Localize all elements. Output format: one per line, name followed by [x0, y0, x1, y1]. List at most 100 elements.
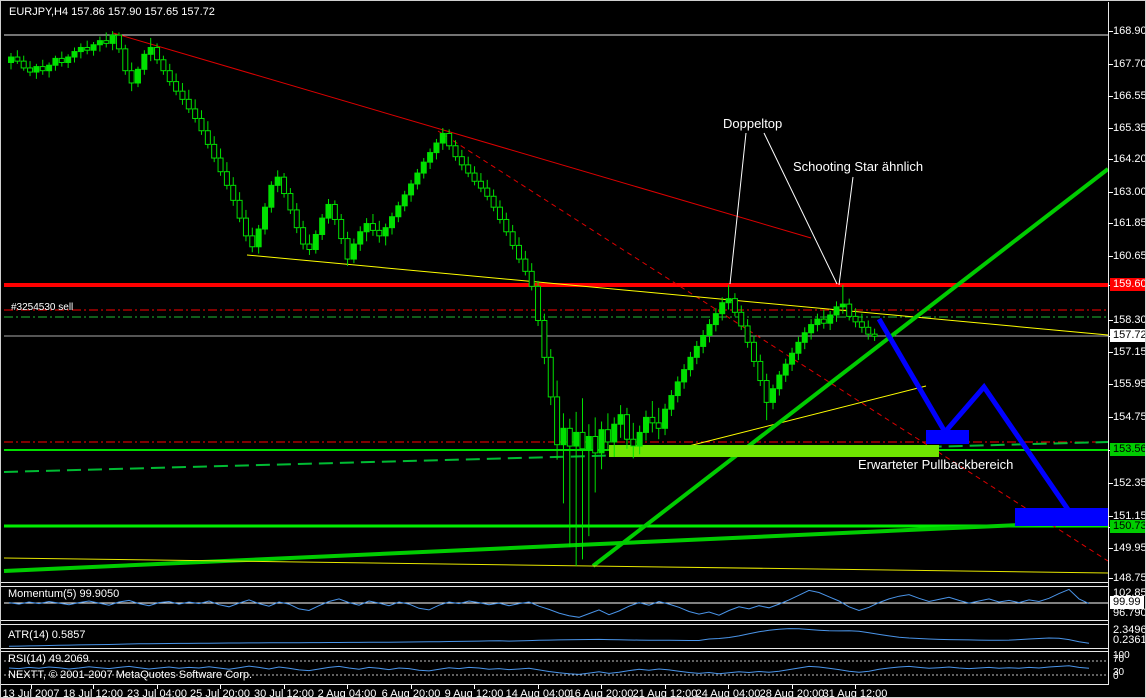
price-tick	[1108, 128, 1113, 129]
time-tick	[538, 685, 539, 689]
price-tick	[1108, 578, 1113, 579]
channel-yellow-bottom[interactable]	[3, 557, 1109, 574]
time-label: 16 Aug 20:00	[568, 688, 634, 698]
price-label-160.65: 160.65	[1113, 250, 1146, 262]
price-label-167.70: 167.70	[1113, 58, 1146, 70]
time-tick	[411, 685, 412, 689]
rising-green-dashed[interactable]	[3, 441, 1109, 473]
price-tick	[1108, 417, 1113, 418]
price-label-153.56: 153.56	[1110, 443, 1145, 456]
pane-border	[1, 586, 1109, 587]
rsi-level-70: 70	[1113, 654, 1125, 665]
time-tick	[601, 685, 602, 689]
time-label: 6 Aug 20:00	[381, 688, 441, 698]
target-box-2[interactable]	[1015, 508, 1108, 526]
annotation-pullback-zone[interactable]: Erwarteter Pullbackbereich	[858, 457, 1014, 472]
price-tick	[1108, 320, 1113, 321]
time-label: 31 Aug 12:00	[822, 688, 888, 698]
order-sell-label[interactable]: #3254530 sell	[11, 302, 74, 313]
price-label-161.85: 161.85	[1113, 217, 1146, 229]
channel-green-bottom[interactable]	[3, 519, 1109, 573]
time-label: 25 Jul 20:00	[190, 688, 250, 698]
time-label: 13 Jul 2007	[2, 688, 60, 698]
time-label: 24 Aug 04:00	[695, 688, 761, 698]
trendline-red-dashed[interactable]	[437, 130, 1109, 562]
price-axis-border	[1108, 2, 1109, 684]
price-tick	[1108, 516, 1113, 517]
annotation-shooting-star[interactable]: Schooting Star ähnlich	[793, 159, 924, 174]
rsi-level-0: 0	[1113, 671, 1119, 682]
time-label: 18 Jul 12:00	[63, 688, 123, 698]
time-tick	[474, 685, 475, 689]
time-label: 30 Jul 12:00	[254, 688, 314, 698]
pane-border	[1, 684, 1109, 685]
annotation-doppeltop[interactable]: Doppeltop	[723, 116, 783, 131]
rsi-line	[8, 665, 1090, 675]
trendline-yellow-desc[interactable]	[246, 254, 1109, 336]
time-tick	[728, 685, 729, 689]
rsi-level-100: 100	[1113, 650, 1130, 661]
price-tick	[1108, 31, 1113, 32]
pointer-line-doppeltop-right[interactable]	[763, 132, 838, 285]
pane-border	[1, 648, 1109, 649]
pointer-line-shooting-star[interactable]	[838, 176, 854, 286]
wedge-yellow-asc[interactable]	[660, 385, 927, 454]
pullback-zone-bar[interactable]	[609, 445, 939, 457]
price-label-166.55: 166.55	[1113, 90, 1146, 102]
pane-border	[1, 582, 1109, 583]
time-tick	[855, 685, 856, 689]
time-tick	[347, 685, 348, 689]
price-label-159.60: 159.60	[1110, 278, 1145, 291]
time-tick	[665, 685, 666, 689]
momentum-label: Momentum(5) 99.9050	[8, 588, 120, 600]
price-label-149.95: 149.95	[1113, 542, 1146, 554]
rsi-label: RSI(14) 49.2069	[8, 653, 89, 665]
pointer-line-doppeltop-left[interactable]	[729, 132, 747, 285]
price-label-154.75: 154.75	[1113, 411, 1146, 423]
price-label-165.35: 165.35	[1113, 122, 1146, 134]
price-tick	[1108, 256, 1113, 257]
price-label-148.75: 148.75	[1113, 572, 1146, 584]
pane-border	[1, 651, 1109, 652]
time-tick	[220, 685, 221, 689]
time-tick	[93, 685, 94, 689]
price-tick	[1108, 192, 1113, 193]
time-tick	[792, 685, 793, 689]
price-tick	[1108, 548, 1113, 549]
price-label-164.20: 164.20	[1113, 153, 1146, 165]
zones	[609, 430, 1108, 526]
price-tick	[1108, 384, 1113, 385]
trendline-red-solid[interactable]	[112, 32, 812, 239]
time-label: 21 Aug 12:00	[632, 688, 698, 698]
target-box-1[interactable]	[926, 430, 969, 444]
rsi-level-30: 30	[1113, 667, 1125, 678]
candles	[8, 31, 878, 567]
time-label: 28 Aug 20:00	[759, 688, 825, 698]
atr-label: ATR(14) 0.5857	[8, 629, 86, 641]
momentum-current-box: 99.99	[1110, 596, 1144, 609]
trendline-green-steep[interactable]	[591, 167, 1110, 568]
time-tick	[31, 685, 32, 689]
trendlines-and-levels	[3, 32, 1110, 574]
time-label: 14 Aug 04:00	[505, 688, 571, 698]
price-tick	[1108, 483, 1113, 484]
momentum-line	[8, 588, 1090, 618]
price-label-150.73: 150.73	[1110, 520, 1145, 533]
price-label-155.95: 155.95	[1113, 378, 1146, 390]
price-tick	[1108, 96, 1113, 97]
price-label-163.00: 163.00	[1113, 186, 1146, 198]
price-tick	[1108, 352, 1113, 353]
time-label: 9 Aug 12:00	[444, 688, 504, 698]
momentum-scale-min: 96.7903	[1113, 607, 1145, 619]
price-label-152.35: 152.35	[1113, 477, 1146, 489]
price-label-151.15: 151.15	[1113, 510, 1146, 522]
price-tick	[1108, 64, 1113, 65]
price-label-157.15: 157.15	[1113, 346, 1146, 358]
projection-path-blue[interactable]	[876, 317, 1096, 526]
time-label: 23 Jul 04:00	[127, 688, 187, 698]
pane-border	[1, 620, 1109, 621]
time-label: 2 Aug 04:00	[317, 688, 377, 698]
price-label-158.30: 158.30	[1113, 314, 1146, 326]
